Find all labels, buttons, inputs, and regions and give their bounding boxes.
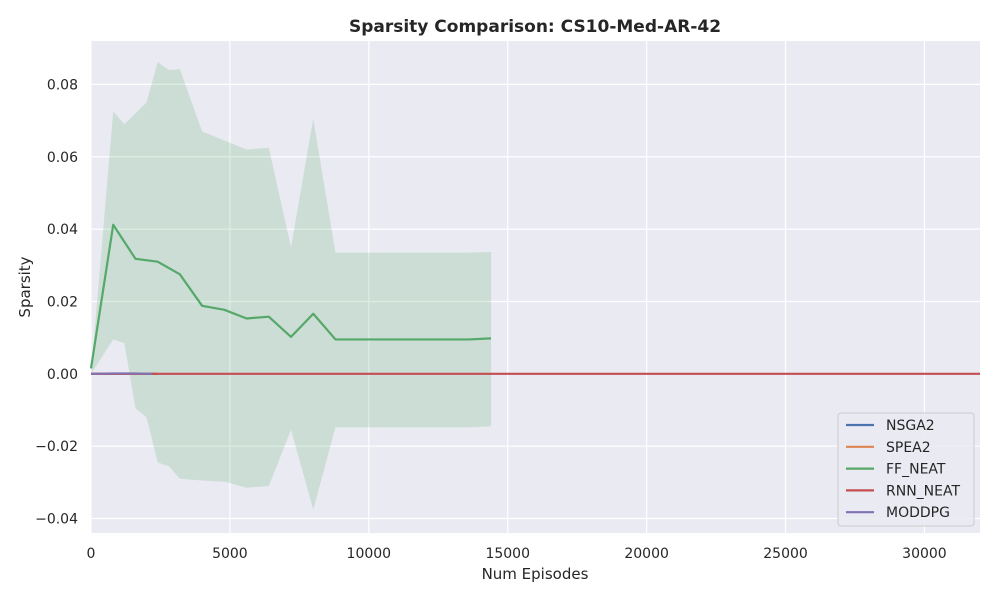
y-tick-label: 0.00 — [47, 367, 78, 383]
x-axis-label: Num Episodes — [482, 565, 589, 583]
y-tick-label: 0.02 — [47, 294, 78, 310]
y-tick-label: 0.06 — [47, 150, 78, 166]
legend: NSGA2 SPEA2 FF_NEAT RNN_NEAT MODDPG — [837, 412, 975, 527]
band-ff-neat — [91, 61, 492, 510]
confidence-bands — [91, 61, 492, 510]
y-tick-label: −0.02 — [35, 439, 78, 455]
legend-box — [837, 412, 975, 527]
x-tick-label: 25000 — [763, 546, 808, 562]
x-tick-label: 30000 — [902, 546, 947, 562]
legend-label: SPEA2 — [886, 440, 931, 456]
x-tick-labels: 0 5000 10000 15000 20000 25000 30000 — [87, 546, 947, 562]
x-tick-label: 10000 — [347, 546, 392, 562]
y-tick-label: −0.04 — [35, 512, 78, 528]
y-tick-label: 0.08 — [47, 77, 78, 93]
x-tick-label: 0 — [87, 546, 96, 562]
y-axis-label: Sparsity — [16, 256, 34, 317]
legend-label: MODDPG — [886, 505, 950, 521]
legend-label: NSGA2 — [886, 418, 935, 434]
series-lines — [89, 223, 980, 375]
series-line-ff-neat — [89, 223, 492, 369]
chart-title: Sparsity Comparison: CS10-Med-AR-42 — [349, 17, 721, 37]
x-tick-label: 15000 — [485, 546, 530, 562]
x-tick-label: 5000 — [212, 546, 248, 562]
y-tick-label: 0.04 — [47, 222, 78, 238]
plot-background — [91, 41, 980, 533]
legend-label: RNN_NEAT — [886, 483, 960, 499]
legend-label: FF_NEAT — [886, 462, 946, 478]
x-tick-label: 20000 — [624, 546, 669, 562]
y-tick-labels: −0.04 −0.02 0.00 0.02 0.04 0.06 0.08 — [35, 77, 78, 527]
